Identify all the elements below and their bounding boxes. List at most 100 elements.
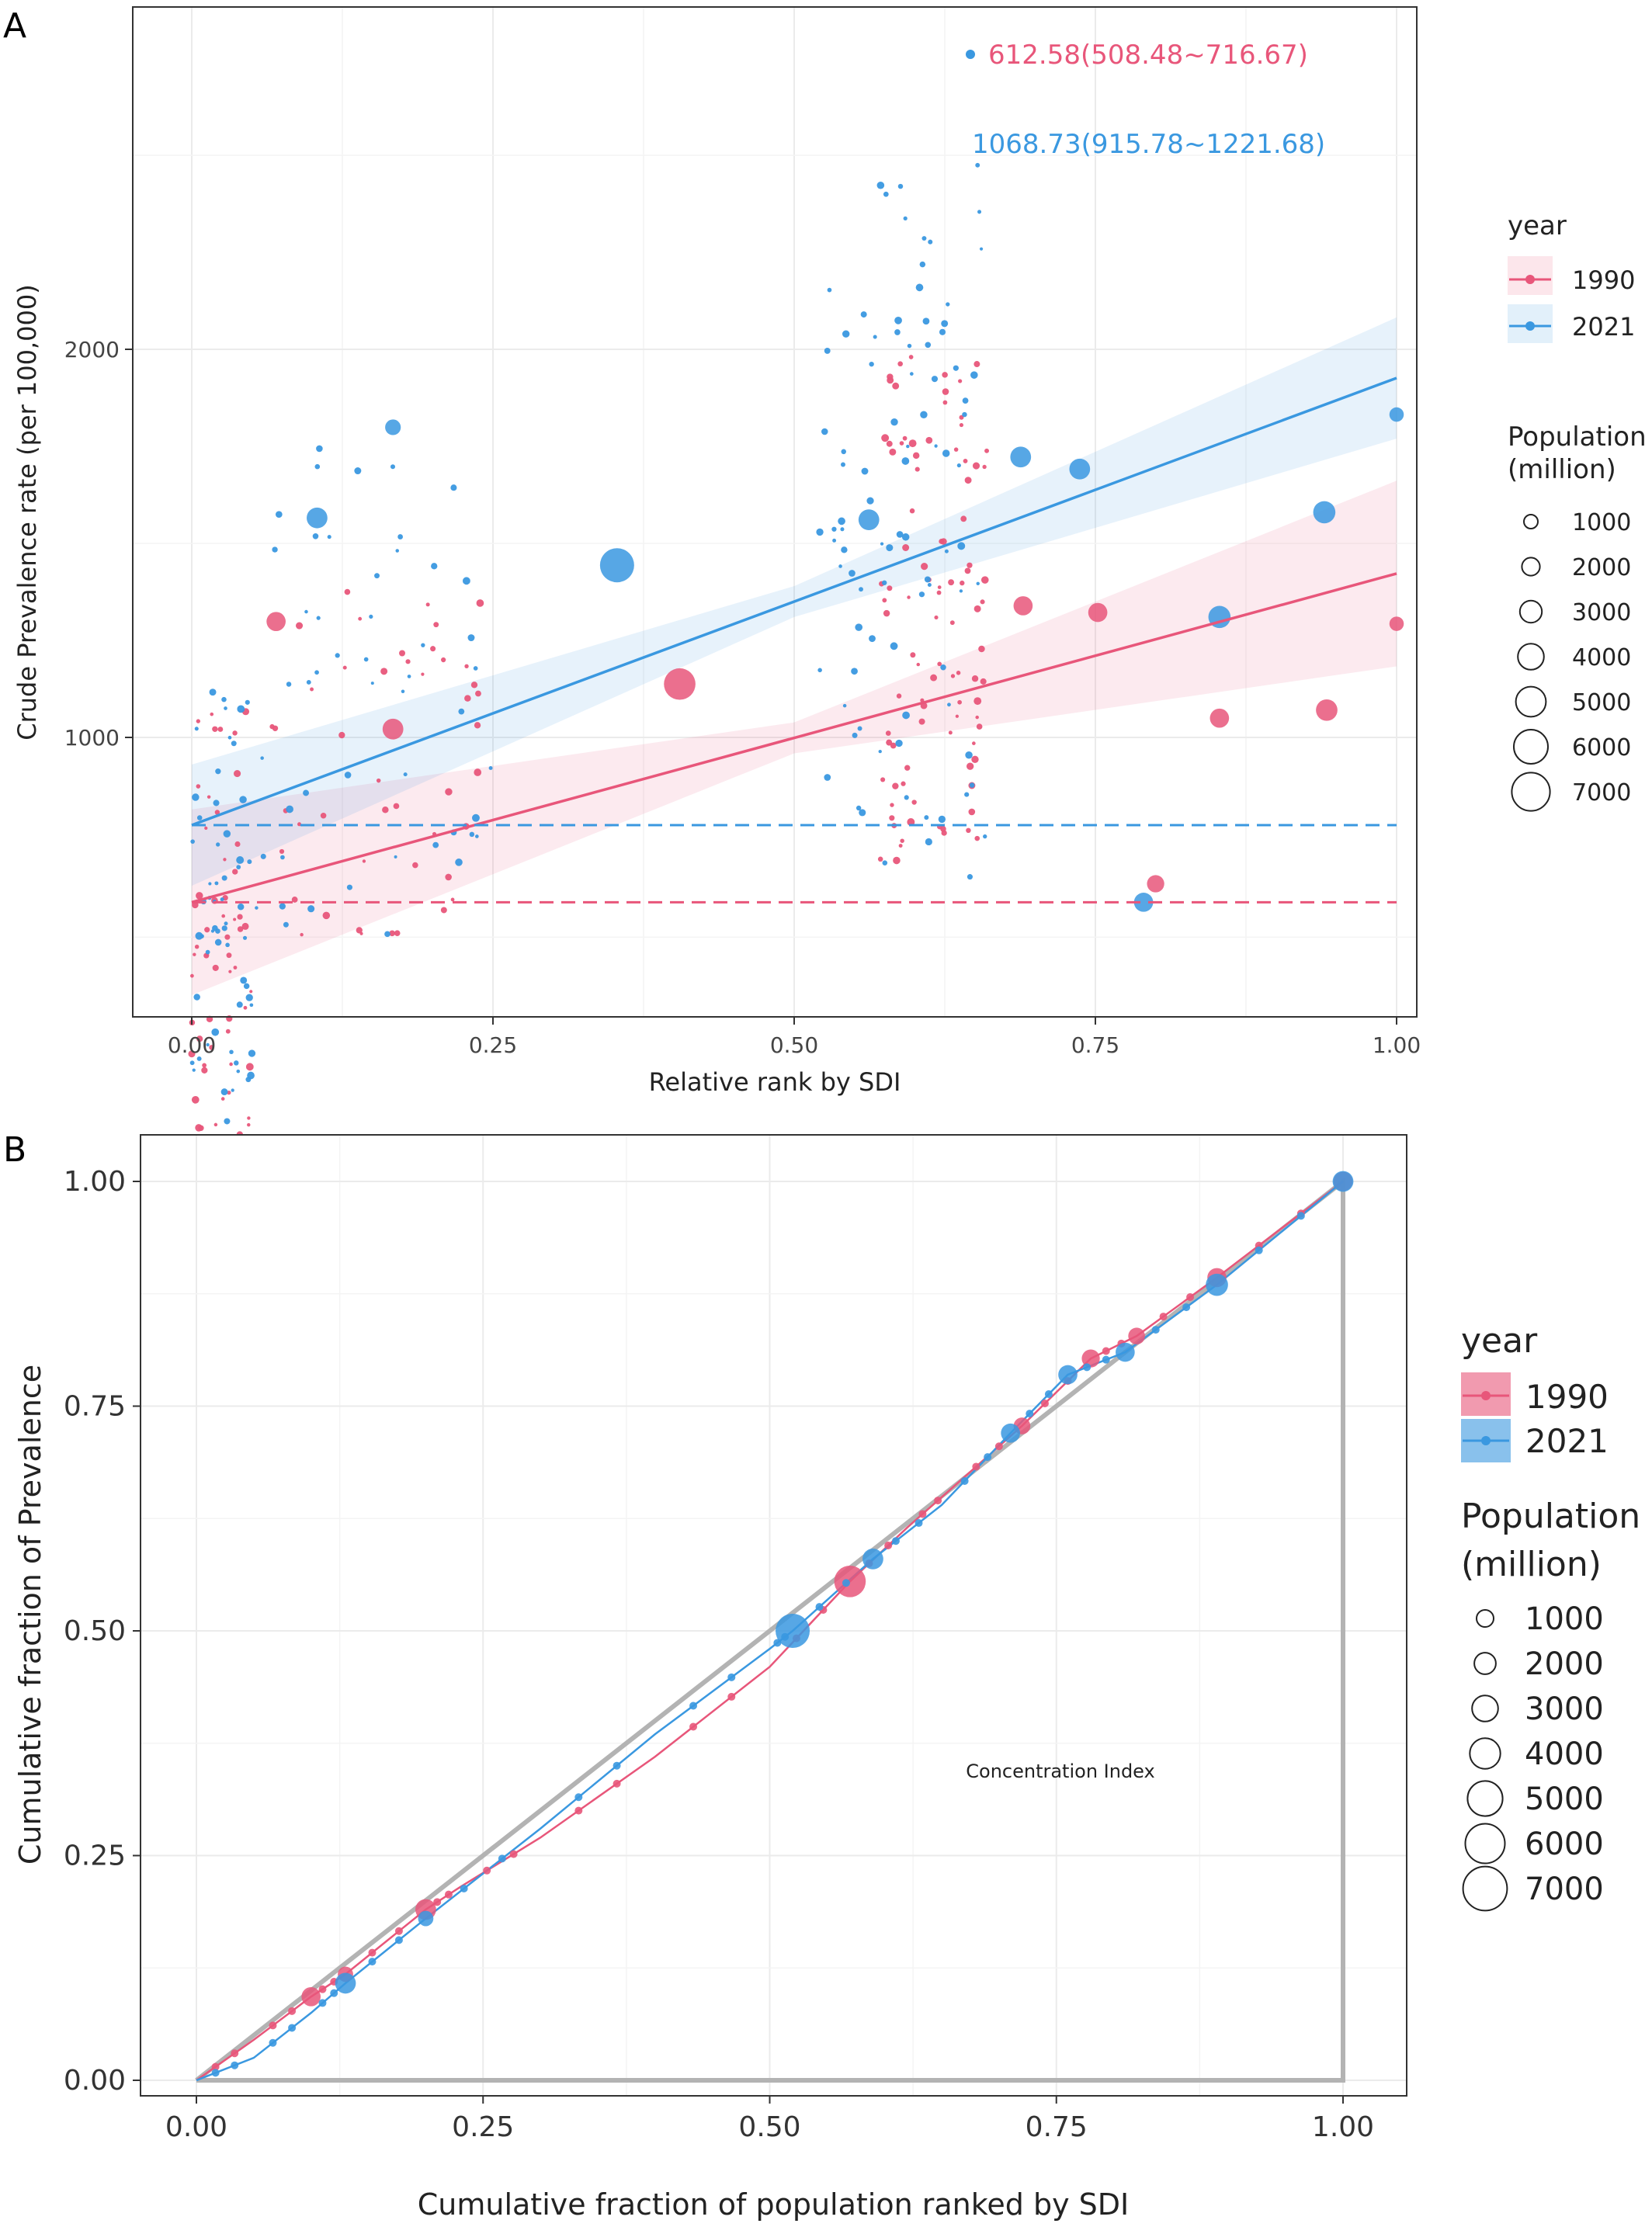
panel-a-tag: A xyxy=(3,6,26,46)
small-point-2021 xyxy=(303,789,310,796)
small-point-1990 xyxy=(949,620,955,626)
small-point-2021 xyxy=(280,855,285,860)
country-point-1990 xyxy=(1147,875,1164,893)
small-point-1990 xyxy=(344,588,351,595)
small-point-1990 xyxy=(229,1062,233,1067)
small-point-2021 xyxy=(859,809,866,817)
small-point-1990 xyxy=(976,723,983,730)
small-point-1990 xyxy=(937,585,942,589)
small-point-1990 xyxy=(376,778,381,783)
small-point-2021 xyxy=(897,183,904,189)
country-point-1990 xyxy=(1081,1349,1100,1368)
small-point-1990 xyxy=(237,926,244,932)
small-point-1990 xyxy=(934,615,939,619)
concentration-index-label: Concentration Index xyxy=(966,1760,1154,1782)
small-point-2021 xyxy=(896,531,904,538)
small-point-2021 xyxy=(859,587,863,592)
small-point-1990 xyxy=(247,1116,251,1120)
small-point-1990 xyxy=(890,742,897,749)
small-point-1990 xyxy=(974,605,981,612)
size-key-circle xyxy=(1511,772,1551,812)
curve-dot-2021 xyxy=(842,1579,850,1587)
small-point-2021 xyxy=(962,397,969,404)
small-point-2021 xyxy=(857,726,862,731)
small-point-1990 xyxy=(441,657,446,663)
small-point-2021 xyxy=(260,853,266,859)
small-point-2021 xyxy=(816,528,824,536)
small-point-1990 xyxy=(964,567,971,574)
small-point-1990 xyxy=(214,810,220,815)
small-point-2021 xyxy=(403,772,408,777)
small-point-2021 xyxy=(904,795,909,800)
small-point-1990 xyxy=(877,856,883,862)
curve-dot-2021 xyxy=(498,1854,506,1863)
small-point-2021 xyxy=(242,935,248,940)
small-point-2021 xyxy=(907,343,912,349)
small-point-1990 xyxy=(233,966,238,970)
small-point-2021 xyxy=(316,445,323,453)
small-point-2021 xyxy=(934,444,938,448)
small-point-2021 xyxy=(931,376,939,383)
small-point-2021 xyxy=(211,1028,220,1036)
small-point-2021 xyxy=(190,839,195,845)
small-point-2021 xyxy=(977,210,982,214)
small-point-2021 xyxy=(903,216,908,220)
small-point-1990 xyxy=(958,379,963,383)
small-point-2021 xyxy=(909,372,914,376)
small-point-2021 xyxy=(335,653,340,658)
y-tick-label: 0.50 xyxy=(64,1615,126,1647)
small-point-1990 xyxy=(901,781,906,786)
country-point-2021 xyxy=(1058,1365,1078,1385)
country-point-2021 xyxy=(385,419,401,435)
small-point-1990 xyxy=(412,862,418,869)
small-point-2021 xyxy=(279,903,286,910)
small-point-1990 xyxy=(399,650,406,657)
small-point-1990 xyxy=(957,699,962,705)
small-point-1990 xyxy=(212,964,219,971)
legend-b-label-2021: 2021 xyxy=(1525,1422,1609,1460)
small-point-2021 xyxy=(962,411,967,418)
size-key-circle xyxy=(1473,1652,1497,1675)
country-point-1990 xyxy=(1088,602,1108,623)
small-point-2021 xyxy=(919,261,926,268)
curve-dot-2021 xyxy=(689,1701,698,1710)
fit-line-1990 xyxy=(191,572,1397,904)
small-point-1990 xyxy=(474,768,482,776)
curve-dot-2021 xyxy=(727,1673,736,1681)
small-point-2021 xyxy=(260,756,264,760)
small-point-2021 xyxy=(245,699,250,705)
small-point-1990 xyxy=(889,448,897,456)
curve-dot-1990 xyxy=(231,2049,239,2058)
small-point-1990 xyxy=(886,440,893,447)
small-point-1990 xyxy=(225,1029,231,1034)
size-key-circle xyxy=(1523,514,1539,529)
small-point-1990 xyxy=(233,918,237,921)
small-point-1990 xyxy=(338,731,345,739)
small-point-2021 xyxy=(861,467,869,475)
small-point-2021 xyxy=(944,549,949,553)
small-point-1990 xyxy=(475,690,481,697)
panel-a-plot-area xyxy=(133,7,1417,1017)
panel-a-border xyxy=(132,6,1418,1018)
small-point-2021 xyxy=(237,705,245,713)
small-point-1990 xyxy=(430,646,436,652)
curve-dot-2021 xyxy=(368,1958,377,1966)
curve-dot-2021 xyxy=(1151,1326,1160,1334)
curve-dot-1990 xyxy=(509,1850,518,1858)
small-point-1990 xyxy=(204,927,210,933)
small-point-1990 xyxy=(950,674,956,678)
small-point-1990 xyxy=(201,1067,208,1074)
small-point-1990 xyxy=(910,652,916,658)
small-point-2021 xyxy=(243,983,250,990)
curve-dot-2021 xyxy=(231,2061,239,2069)
panel-a: A 0.00 0.25 0.50 0.75 1.00 1000 2000 Relative… xyxy=(3,6,1421,1158)
small-point-2021 xyxy=(918,591,925,598)
small-point-1990 xyxy=(940,538,947,545)
size-key-label: 5000 xyxy=(1572,689,1631,716)
small-point-2021 xyxy=(473,666,478,671)
legend-a-key-1990-dot xyxy=(1525,275,1535,284)
panel-a-y-ticks: 1000 2000 xyxy=(64,337,133,751)
curve-dot-2021 xyxy=(960,1477,969,1485)
curve-dot-1990 xyxy=(444,1890,453,1899)
panel-b-x-ticks: 0.00 0.25 0.50 0.75 1.00 xyxy=(165,2096,1374,2143)
